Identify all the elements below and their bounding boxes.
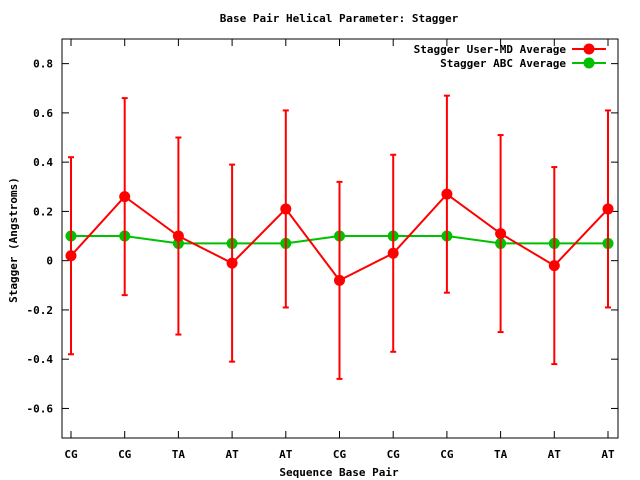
- legend-marker: [583, 57, 595, 69]
- data-point: [548, 260, 560, 272]
- y-tick-label: -0.2: [27, 304, 54, 317]
- data-point: [119, 191, 131, 203]
- y-tick-label: -0.6: [27, 402, 54, 415]
- x-axis-label: Sequence Base Pair: [279, 466, 399, 479]
- y-tick-label: 0.4: [33, 156, 53, 169]
- x-tick-label: TA: [494, 448, 508, 461]
- data-point: [387, 247, 399, 259]
- chart-marks: [65, 94, 614, 380]
- y-tick-label: 0.6: [33, 107, 53, 120]
- x-tick-label: TA: [172, 448, 186, 461]
- legend-label: Stagger ABC Average: [440, 57, 566, 70]
- series-user-md: [65, 94, 614, 380]
- y-tick-label: 0.2: [33, 205, 53, 218]
- axis-ticks: -0.6 -0.4 -0.2 0 0.2 0.4 0.6 0.8 CG CG TA AT AT CG CG C…: [27, 39, 618, 461]
- x-tick-label: AT: [601, 448, 615, 461]
- legend-label: Stagger User-MD Average: [414, 43, 567, 56]
- data-point: [226, 257, 238, 269]
- y-tick-label: 0: [46, 255, 53, 268]
- x-tick-label: AT: [225, 448, 239, 461]
- data-point: [495, 228, 507, 240]
- y-axis-label: Stagger (Angstroms): [7, 177, 20, 303]
- data-point: [334, 274, 345, 286]
- x-tick-label: CG: [333, 448, 347, 461]
- x-tick-label: CG: [387, 448, 401, 461]
- x-tick-label: CG: [64, 448, 78, 461]
- x-tick-label: AT: [279, 448, 293, 461]
- data-point: [65, 250, 77, 262]
- y-tick-label: 0.8: [33, 58, 53, 71]
- data-point: [441, 188, 453, 200]
- data-point: [172, 230, 184, 242]
- x-tick-label: AT: [548, 448, 562, 461]
- legend-marker: [583, 43, 595, 55]
- y-tick-label: -0.4: [27, 353, 54, 366]
- data-point: [280, 203, 292, 215]
- x-tick-label: CG: [440, 448, 454, 461]
- data-point: [602, 203, 614, 215]
- x-tick-label: CG: [118, 448, 132, 461]
- chart-title: Base Pair Helical Parameter: Stagger: [220, 12, 459, 25]
